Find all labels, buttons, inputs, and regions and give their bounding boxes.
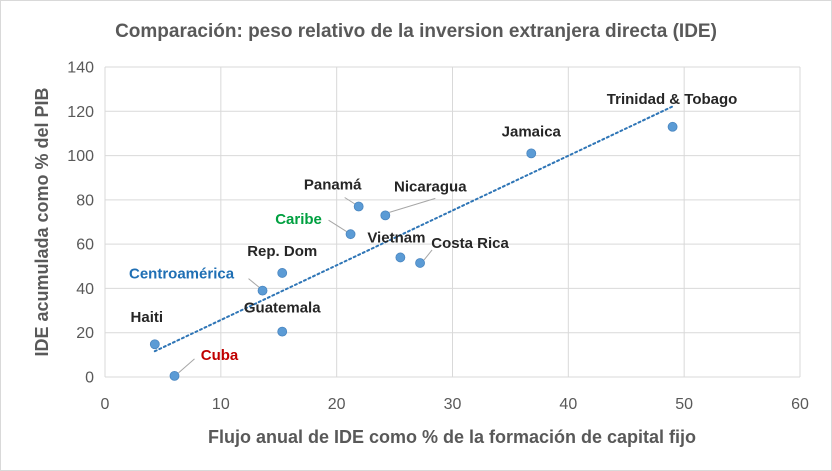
y-tick-label-80: 80 bbox=[76, 192, 94, 209]
data-point-vietnam bbox=[395, 252, 406, 263]
point-label-centroamerica: Centroamérica bbox=[129, 266, 235, 283]
point-label-nicaragua: Nicaragua bbox=[394, 178, 467, 195]
tick-labels: 0 20 40 60 80 100 120 140 0 10 20 30 40 50 60 bbox=[67, 60, 809, 414]
data-point-caribe bbox=[345, 229, 356, 240]
point-label-cuba: Cuba bbox=[201, 347, 239, 364]
point-label-jamaica: Jamaica bbox=[502, 123, 562, 140]
point-label-trinidad-tobago: Trinidad & Tobago bbox=[607, 91, 738, 108]
data-point-haiti bbox=[149, 339, 160, 350]
leader-line-nicaragua bbox=[389, 197, 436, 213]
leader-line-costa-rica bbox=[423, 249, 433, 261]
leader-lines bbox=[178, 197, 436, 374]
leader-line-caribe bbox=[328, 219, 348, 233]
data-point-rep-dom bbox=[277, 268, 288, 278]
y-tick-label-120: 120 bbox=[67, 104, 94, 121]
data-points bbox=[149, 121, 678, 381]
data-point-centroamerica bbox=[257, 285, 268, 296]
point-labels: Haiti Cuba Centroamérica Rep. Dom Guatemala C… bbox=[129, 91, 737, 364]
chart-title: Comparación: peso relativo de la inversi… bbox=[115, 21, 717, 42]
point-label-caribe: Caribe bbox=[275, 211, 322, 228]
x-axis-title: Flujo anual de IDE como % de la formació… bbox=[208, 427, 696, 447]
data-point-cuba bbox=[169, 370, 180, 381]
y-tick-label-100: 100 bbox=[67, 148, 94, 165]
leader-line-cuba bbox=[178, 358, 195, 374]
y-tick-label-20: 20 bbox=[76, 325, 94, 342]
x-tick-label-0: 0 bbox=[101, 396, 110, 413]
y-tick-label-140: 140 bbox=[67, 60, 94, 77]
point-label-costa-rica: Costa Rica bbox=[431, 235, 509, 252]
data-point-nicaragua bbox=[380, 210, 391, 221]
point-label-panama: Panamá bbox=[304, 177, 362, 194]
gridlines bbox=[104, 66, 801, 378]
x-tick-label-40: 40 bbox=[559, 396, 577, 413]
x-tick-label-50: 50 bbox=[675, 396, 693, 413]
y-axis-title: IDE acumulada como % del PIB bbox=[32, 87, 52, 356]
point-label-rep-dom: Rep. Dom bbox=[247, 243, 317, 260]
y-tick-label-0: 0 bbox=[85, 370, 94, 387]
leader-line-centroamerica bbox=[248, 278, 260, 289]
y-tick-label-60: 60 bbox=[76, 237, 94, 254]
x-tick-label-60: 60 bbox=[791, 396, 809, 413]
data-point-jamaica bbox=[526, 148, 537, 159]
data-point-panama bbox=[353, 201, 364, 212]
x-tick-label-20: 20 bbox=[328, 396, 346, 413]
trendline bbox=[153, 105, 674, 353]
point-label-haiti: Haiti bbox=[131, 309, 164, 326]
y-tick-label-40: 40 bbox=[76, 281, 94, 298]
data-point-guatemala bbox=[277, 326, 288, 337]
data-point-trinidad-tobago bbox=[667, 121, 678, 132]
point-label-guatemala: Guatemala bbox=[244, 300, 321, 317]
trendline-group bbox=[153, 105, 674, 353]
x-tick-label-10: 10 bbox=[212, 396, 230, 413]
x-tick-label-30: 30 bbox=[444, 396, 462, 413]
leader-line-panama bbox=[344, 197, 356, 205]
point-label-vietnam: Vietnam bbox=[367, 229, 425, 246]
data-point-costa-rica bbox=[415, 258, 425, 268]
